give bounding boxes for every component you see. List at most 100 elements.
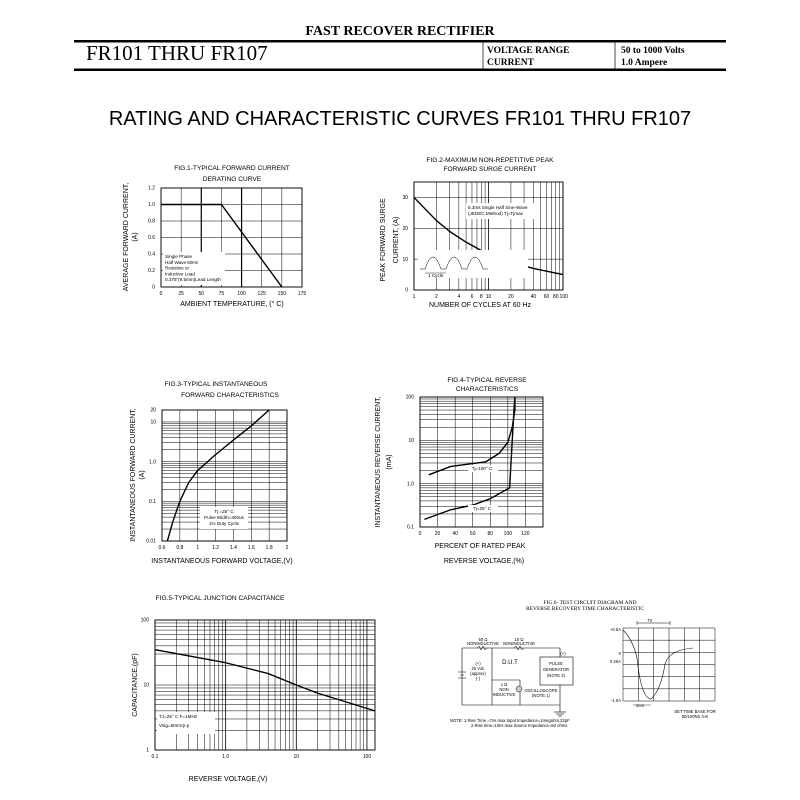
y-tick-label: 20: [402, 226, 408, 232]
x-tick-label: 20: [508, 294, 514, 300]
recovery-waveform: [622, 621, 716, 706]
annotation-box: [466, 203, 534, 219]
dut-label: D.U.T: [502, 660, 518, 666]
fig5-plot: 0.1 1.0 10 100 1 10 100 TJ=25° C F=1MHz Vsig=50m…: [141, 618, 376, 760]
series-label-bg: [468, 465, 498, 472]
annotation-text: Pulse Width=300us: [204, 515, 244, 520]
series-label: Tj=100° C: [472, 466, 493, 471]
y-tick-label: 0.8: [148, 219, 155, 225]
r10-value: 10 Ω: [515, 637, 524, 642]
annotation-text: Half Wave 60Hz: [165, 260, 199, 265]
pulse-gen-plus: (+): [560, 651, 566, 656]
annotation-box: [163, 252, 225, 285]
r1-non: NON: [499, 687, 508, 692]
circuit-wires: [461, 647, 566, 717]
fig4-ylabel-unit: (mA): [386, 454, 393, 469]
fig6-title: FIG.6- TEST CIRCUIT DIAGRAM AND: [543, 600, 636, 606]
x-tick-label: 120: [521, 531, 530, 537]
x-tick-label: 1.4: [230, 545, 237, 551]
y-tick-label: 1.0: [148, 202, 155, 208]
y-tick-label: 1.0: [407, 481, 414, 487]
battery-icon: [458, 671, 466, 679]
fig3-chart: FIG.3-TYPICAL INSTANTANEOUS FORWARD CHAR…: [130, 381, 293, 565]
pulse-generator-box: [539, 656, 574, 686]
x-tick-label: 80: [488, 531, 494, 537]
x-tick-label: 0: [419, 531, 422, 537]
fig3-plot: 0.6 0.8 1 1.2 1.4 1.6 1.8 2 0.01 0.1 1.0 10 20 Tj =25…: [146, 408, 288, 551]
r10-type: NONINDUCTIVE: [503, 641, 535, 646]
x-tick-label: 50: [199, 291, 205, 297]
annotation-text: (JEDEC Method) Tj=Tjmax: [468, 211, 524, 216]
x-tick-label: 80: [553, 294, 559, 300]
x-tick-label: 6: [471, 294, 474, 300]
fig5-xlabel: REVERSE VOLTAGE,(V): [189, 776, 268, 783]
page-title: RATING AND CHARACTERISTIC CURVES FR101 T…: [109, 108, 691, 130]
fig3-ylabel-unit: (A): [139, 470, 146, 479]
plot-frame: [161, 409, 288, 542]
plot-frame: [413, 181, 564, 291]
r50-type: NONINDUCTIVE: [467, 641, 499, 646]
header-top-rule: [74, 40, 726, 43]
wave-ylabel-025: 0.25A: [610, 659, 621, 664]
fig4-chart: FIG.4-TYPICAL REVERSE CHARACTERISTICS PE…: [375, 377, 544, 565]
fig4-ylabel: INSTANTANEOUS REVERSE CURRENT,: [375, 396, 382, 527]
fig2-ylabel: PEAK FORWARD SURGE: [380, 198, 387, 282]
x-tick-label: 25: [178, 291, 184, 297]
x-tick-label: 1.0: [222, 754, 229, 760]
x-tick-label: 60: [544, 294, 550, 300]
series-label-bg: [468, 505, 498, 512]
wave-ylabel-plus: +0.5A: [610, 627, 621, 632]
trr-label: Trr: [647, 618, 653, 623]
y-tick-label: 10: [402, 257, 408, 263]
note-2: 2.Rise time=10ns max.Source Impedance=50…: [471, 723, 567, 728]
y-tick-label: 100: [141, 618, 150, 624]
fig4-xlabel: PERCENT OF RATED PEAK: [435, 543, 526, 550]
r1-inductive: INDUCTIVE: [493, 692, 516, 697]
current-value: 1.0 Ampere: [621, 58, 667, 68]
x-tick-label: 100: [560, 294, 569, 300]
y-tick-label: 1: [146, 748, 149, 754]
fig2-subtitle: FORWARD SURGE CURRENT: [443, 166, 536, 173]
r1-value: 1 Ω: [501, 682, 508, 687]
y-tick-label: 30: [402, 195, 408, 201]
x-tick-label: 8: [480, 294, 483, 300]
fig4-title: FIG.4-TYPICAL REVERSE: [447, 377, 527, 384]
y-tick-label: 0.6: [148, 235, 155, 241]
x-tick-label: 150: [278, 291, 287, 297]
series-line: [166, 409, 270, 542]
fig2-title: FIG.2-MAXIMUM NON-REPETITIVE PEAK: [426, 157, 554, 164]
voltage-range-label: VOLTAGE RANGE: [487, 46, 569, 56]
recovery-curve: [622, 629, 694, 700]
fig5-chart: FIG.5-TYPICAL JUNCTION CAPACITANCE REVER…: [132, 595, 376, 783]
inset-bg: [418, 250, 528, 278]
annotation-text: Vsig=50mVp-p: [159, 723, 190, 728]
wave-ylabel-zero: 0: [619, 651, 622, 656]
x-tick-label: 0.8: [176, 545, 183, 551]
fig5-ylabel: CAPACITANCE,(pF): [132, 653, 139, 717]
y-tick-label: 0: [405, 288, 408, 294]
annotation-text: Single Phase: [165, 254, 193, 259]
pulse-gen-label-2: GENERATOR: [543, 667, 569, 672]
fig1-chart: FIG.1-TYPICAL FORWARD CURRENT DERATING C…: [123, 165, 306, 308]
note-1: NOTE: 1.Rise Time =7ns max.Input Impedan…: [450, 718, 570, 723]
y-tick-label: 0.1: [407, 525, 414, 531]
oscilloscope-note: (NOTE 1): [532, 693, 551, 698]
y-tick-label: 10: [143, 683, 149, 689]
annotation-text: 8.3ms Single Half Sine-Wave: [468, 205, 528, 210]
series-label: Tj=25° C: [473, 506, 492, 511]
fig2-xlabel: NUMBER OF CYCLES AT 60 Hz: [429, 302, 532, 309]
y-tick-label: 0.2: [148, 268, 155, 274]
x-tick-label: 2: [286, 545, 289, 551]
annotation-text: Resistive or: [165, 266, 189, 271]
x-tick-label: 10: [486, 294, 492, 300]
inset-label: 1 Cycle: [428, 273, 444, 278]
x-tick-label: 40: [531, 294, 537, 300]
fig4-xlabel-line2: REVERSE VOLTAGE,(%): [444, 558, 524, 565]
x-tick-label: 10: [294, 754, 300, 760]
wave-caption-2: 50/100NS /cm: [682, 714, 709, 719]
fig6-test-circuit: FIG.6- TEST CIRCUIT DIAGRAM AND REVERSE …: [450, 600, 716, 728]
current-label: CURRENT: [487, 58, 535, 68]
x-tick-label: 1.2: [212, 545, 219, 551]
